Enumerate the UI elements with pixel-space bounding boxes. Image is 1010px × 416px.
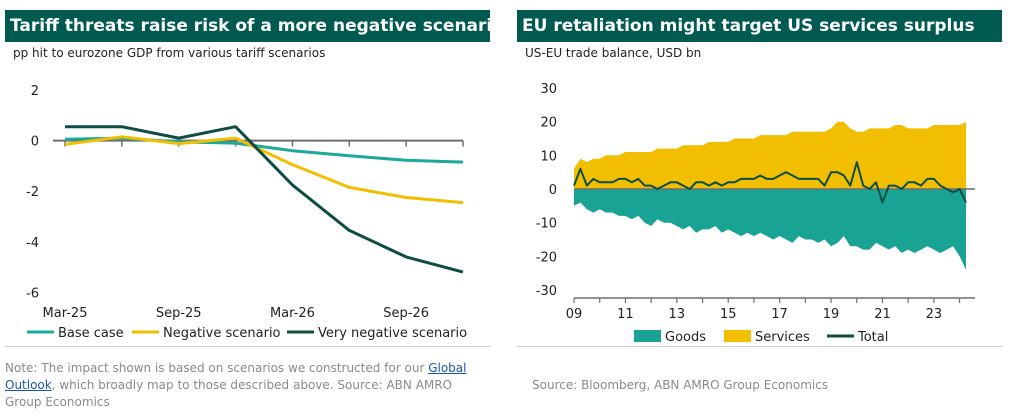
left-chart-svg: 2 0 -2 -4 -6 Mar-25 Sep-25 Mar-26 Sep-26 Base cas… <box>26 84 467 341</box>
legend-label-goods: Goods <box>665 330 706 345</box>
x-tick-label: Sep-26 <box>383 306 429 321</box>
y-tick-label: -10 <box>536 217 557 232</box>
x-tick-label: 13 <box>669 307 686 322</box>
x-tick-label: Mar-26 <box>270 306 315 321</box>
right-divider <box>517 346 1002 347</box>
goods-area <box>574 189 966 270</box>
x-tick-label: Sep-25 <box>156 306 202 321</box>
services-area <box>574 121 966 189</box>
y-tick-label: 10 <box>540 149 557 164</box>
right-chart-subtitle: US-EU trade balance, USD bn <box>525 46 702 60</box>
left-chart-subtitle: pp hit to eurozone GDP from various tari… <box>13 46 326 60</box>
y-tick-label: 0 <box>31 135 39 150</box>
x-tick-label: 21 <box>874 307 891 322</box>
left-chart-title: Tariff threats raise risk of a more nega… <box>5 10 504 42</box>
right-chart-svg: 30 20 10 0 -10 -20 -30 09 11 13 15 17 19 21 23 Goods Ser… <box>536 82 975 345</box>
y-tick-label: 20 <box>540 116 557 131</box>
y-tick-label: -2 <box>26 185 39 200</box>
x-tick-label: 19 <box>823 307 840 322</box>
legend-label: Negative scenario <box>163 326 281 341</box>
x-tick-label: 17 <box>771 307 788 322</box>
left-chart-note: Note: The impact shown is based on scena… <box>5 360 487 411</box>
series-line-very-negative-scenario <box>65 125 464 274</box>
legend-swatch-goods <box>634 330 661 342</box>
x-tick-label: Mar-25 <box>43 306 88 321</box>
y-tick-label: -30 <box>536 284 557 299</box>
legend-swatch-services <box>724 330 751 342</box>
legend-label: Very negative scenario <box>318 326 467 341</box>
x-tick-label: 09 <box>566 307 583 322</box>
y-tick-label: 0 <box>549 183 557 198</box>
right-chart-panel: EU retaliation might target US services … <box>517 10 1002 410</box>
legend-label-services: Services <box>755 330 810 345</box>
global-outlook-link[interactable]: Global Outlook <box>5 361 467 392</box>
note-text-end: , which broadly map to those described a… <box>5 378 453 409</box>
right-chart-title: EU retaliation might target US services … <box>517 10 1002 42</box>
y-tick-label: 30 <box>540 82 557 97</box>
total-line <box>573 161 967 204</box>
y-tick-label: -20 <box>536 250 557 265</box>
right-chart-source: Source: Bloomberg, ABN AMRO Group Econom… <box>532 378 829 392</box>
x-tick-label: 15 <box>720 307 737 322</box>
legend-label-total: Total <box>857 330 888 345</box>
note-text: Note: The impact shown is based on scena… <box>5 361 429 375</box>
series-line-negative-scenario <box>64 135 464 205</box>
left-chart-panel: Tariff threats raise risk of a more nega… <box>5 10 504 411</box>
x-tick-label: 11 <box>617 307 634 322</box>
y-tick-label: -6 <box>26 286 39 301</box>
x-tick-label: 23 <box>926 307 943 322</box>
legend-label: Base case <box>58 326 124 341</box>
y-tick-label: 2 <box>31 84 39 99</box>
y-tick-label: -4 <box>26 236 39 251</box>
left-divider <box>5 346 490 347</box>
